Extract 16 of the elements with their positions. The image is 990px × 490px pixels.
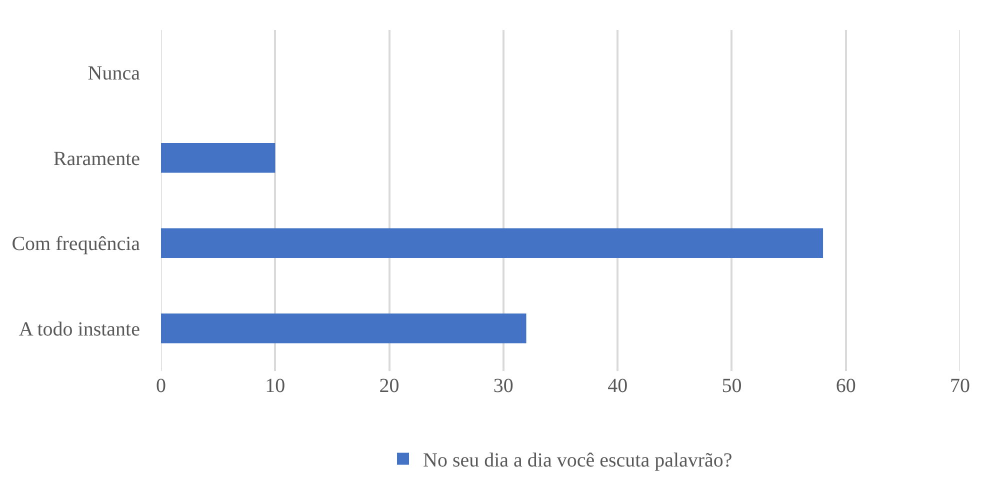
x-tick-label: 20	[379, 375, 400, 397]
bar	[161, 142, 276, 173]
x-tick-label: 0	[156, 375, 166, 397]
x-tick-label: 10	[265, 375, 286, 397]
y-tick-label: Raramente	[53, 148, 140, 170]
y-tick-label: Nunca	[88, 62, 140, 85]
bar	[161, 313, 526, 344]
x-tick-label: 60	[836, 375, 856, 397]
legend-label: No seu dia a dia você escuta palavrão?	[423, 450, 732, 472]
bar	[161, 228, 824, 258]
y-tick-label: A todo instante	[18, 318, 140, 340]
x-tick-label: 30	[493, 375, 514, 397]
x-tick-label: 50	[722, 375, 742, 397]
x-tick-label: 40	[608, 375, 628, 397]
x-tick-label: 70	[950, 375, 970, 397]
y-tick-label: Com frequência	[12, 233, 140, 256]
